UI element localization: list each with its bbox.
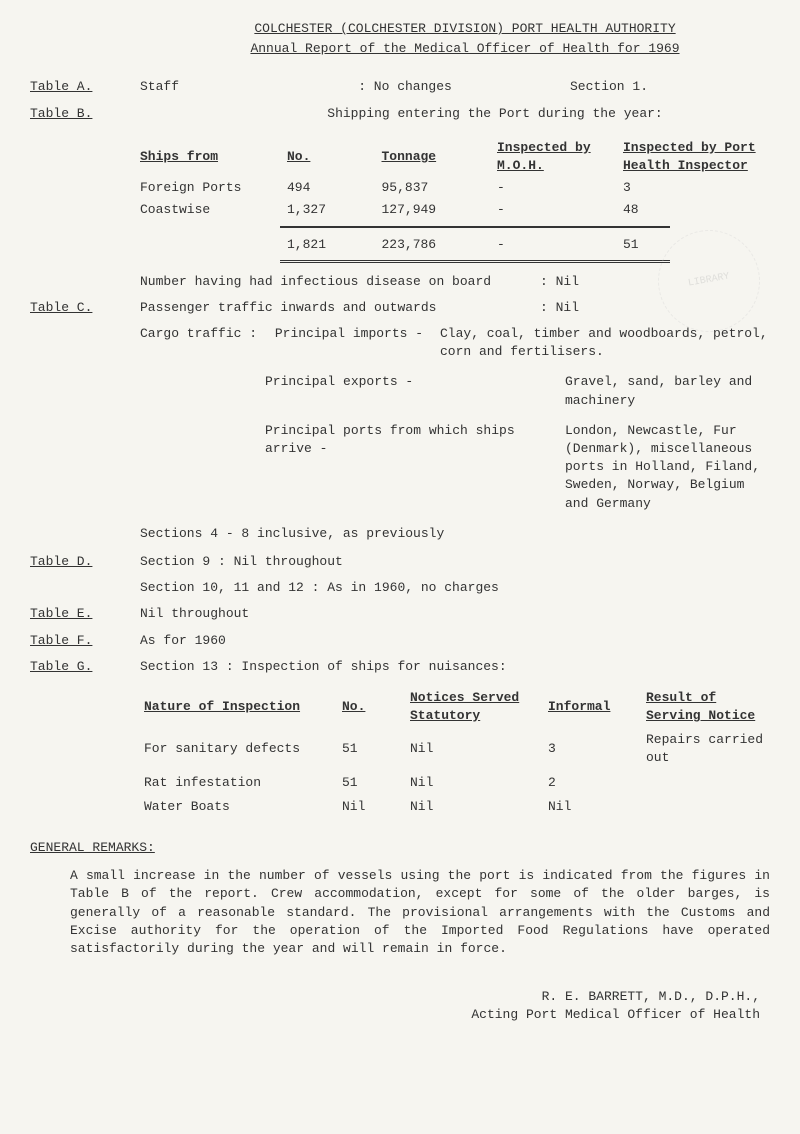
divider [280, 226, 670, 228]
table-g-intro: Section 13 : Inspection of ships for nui… [140, 658, 770, 676]
ships-table: Ships from No. Tonnage Inspected by M.O.… [140, 137, 770, 222]
cargo-imports-left: Principal imports - [275, 326, 423, 341]
general-remarks-body: A small increase in the number of vessel… [30, 867, 770, 958]
table-row: Rat infestation 51 Nil 2 [140, 771, 770, 795]
general-remarks-heading: GENERAL REMARKS: [30, 839, 770, 857]
table-b-intro: Shipping entering the Port during the ye… [140, 105, 770, 123]
document-header: COLCHESTER (COLCHESTER DIVISION) PORT HE… [160, 20, 770, 60]
signature-name: R. E. BARRETT, M.D., D.P.H., [30, 988, 760, 1006]
table-d-line2: Section 10, 11 and 12 : As in 1960, no c… [140, 579, 770, 597]
passenger-line: Passenger traffic inwards and outwards [140, 299, 540, 317]
header-line-2: Annual Report of the Medical Officer of … [250, 40, 679, 58]
cargo-exports-right: Gravel, sand, barley and machinery [565, 373, 770, 409]
signature-role: Acting Port Medical Officer of Health [30, 1006, 760, 1024]
no-header: No. [287, 137, 382, 177]
cargo-label: Cargo traffic : [140, 326, 257, 341]
table-f-text: As for 1960 [140, 632, 770, 650]
table-row: Water Boats Nil Nil Nil [140, 795, 770, 819]
sections-line: Sections 4 - 8 inclusive, as previously [140, 525, 770, 543]
table-a-label: Table A. [30, 78, 140, 96]
header-line-1: COLCHESTER (COLCHESTER DIVISION) PORT HE… [254, 20, 675, 38]
table-a-row: Table A. Staff : No changes Section 1. [30, 78, 770, 96]
table-b-intro-row: Table B. Shipping entering the Port duri… [30, 105, 770, 123]
table-b-label: Table B. [30, 105, 140, 123]
table-d-line1: Section 9 : Nil throughout [140, 553, 770, 571]
table-row: Coastwise 1,327 127,949 - 48 [140, 199, 770, 221]
ships-from-header: Ships from [140, 137, 287, 177]
cargo-ports-left: Principal ports from which ships arrive … [140, 422, 565, 513]
disease-line: Number having had infectious disease on … [140, 273, 540, 291]
divider-double [280, 260, 670, 263]
table-e-text: Nil throughout [140, 605, 770, 623]
table-row: Foreign Ports 494 95,837 - 3 [140, 177, 770, 199]
insp-no-header: No. [338, 686, 406, 728]
notices-header: Notices Served Statutory [406, 686, 544, 728]
table-e-row: Table E. Nil throughout [30, 605, 770, 623]
nature-header: Nature of Inspection [140, 686, 338, 728]
table-g-label: Table G. [30, 658, 140, 819]
result-header: Result of Serving Notice [642, 686, 770, 728]
table-e-label: Table E. [30, 605, 140, 623]
signature-block: R. E. BARRETT, M.D., D.P.H., Acting Port… [30, 988, 770, 1024]
inspected-header: Inspected by M.O.H. [497, 137, 623, 177]
table-f-label: Table F. [30, 632, 140, 650]
table-a-changes: : No changes [275, 78, 535, 96]
tonnage-header: Tonnage [382, 137, 498, 177]
table-a-section: Section 1. [570, 78, 770, 96]
disease-value: : Nil [540, 273, 579, 291]
informal-header: Informal [544, 686, 642, 728]
table-c-row: Table C. Passenger traffic inwards and o… [30, 299, 770, 543]
table-row: For sanitary defects 51 Nil 3 Repairs ca… [140, 728, 770, 770]
cargo-exports-left: Principal exports - [140, 373, 565, 409]
inspector-header: Inspected by Port Health Inspector [623, 137, 770, 177]
cargo-ports-right: London, Newcastle, Fur (Denmark), miscel… [565, 422, 770, 513]
table-c-label: Table C. [30, 299, 140, 543]
inspection-table: Nature of Inspection No. Notices Served … [140, 686, 770, 819]
table-d-row: Table D. Section 9 : Nil throughout Sect… [30, 553, 770, 597]
table-g-row: Table G. Section 13 : Inspection of ship… [30, 658, 770, 819]
passenger-value: : Nil [540, 299, 579, 317]
table-f-row: Table F. As for 1960 [30, 632, 770, 650]
table-a-staff: Staff [140, 78, 240, 96]
table-d-label: Table D. [30, 553, 140, 597]
